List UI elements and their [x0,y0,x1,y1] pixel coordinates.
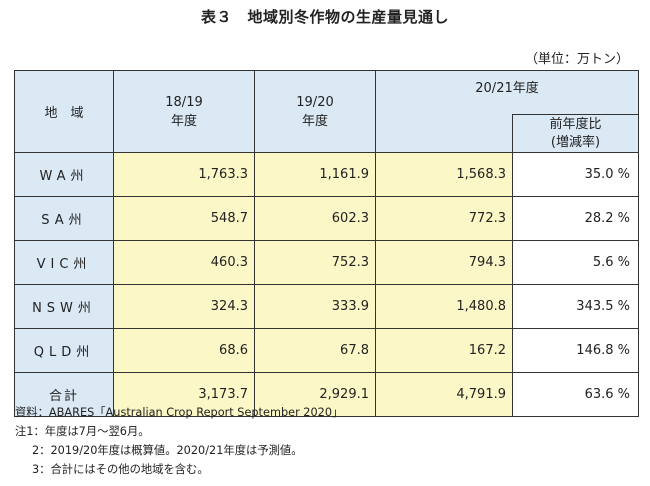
unit-label: （単位：万トン） [524,52,629,67]
header-1819: 18/19 年度 [113,70,255,153]
header-change: 前年度比 (増減率) [512,114,639,153]
value-2021: 167.2 [375,328,513,373]
header-1819-year: 18/19 [165,94,203,110]
header-1920: 19/20 年度 [254,70,376,153]
header-2021-label: 20/21年度 [475,81,539,96]
region-cell: NSW州 [14,284,114,329]
production-table: 地 域 18/19 年度 19/20 年度 20/21年度 前年度比 (増減率)… [14,70,639,417]
total-2021: 4,791.9 [375,372,513,417]
header-1819-suffix: 年度 [170,113,197,129]
value-2021: 794.3 [375,240,513,285]
total-change-rate: 63.6 % [512,372,639,417]
footnotes: 資料：ABARES「Australian Crop Report Septemb… [15,403,343,479]
table-row: VIC州 460.3 752.3 794.3 5.6 % [14,240,639,285]
value-1920: 602.3 [254,196,376,241]
value-1819: 68.6 [113,328,255,373]
total-label: 合計 [14,372,114,417]
value-1920: 333.9 [254,284,376,329]
note-1: 注1：年度は7月～翌6月。 [15,425,150,438]
table-title: 表３ 地域別冬作物の生産量見通し [200,8,449,26]
value-1819: 460.3 [113,240,255,285]
table-row-total: 合計 3,173.7 2,929.1 4,791.9 63.6 % [14,372,639,417]
note-3: 3：合計にはその他の地域を含む。 [32,463,209,476]
change-rate: 28.2 % [512,196,639,241]
region-cell: SA州 [14,196,114,241]
header-1920-year: 19/20 [296,94,334,110]
change-rate: 146.8 % [512,328,639,373]
table-row: SA州 548.7 602.3 772.3 28.2 % [14,196,639,241]
total-1920: 2,929.1 [254,372,376,417]
table-row: WA州 1,763.3 1,161.9 1,568.3 35.0 % [14,152,639,197]
header-2021-spacer [375,114,513,153]
header-1920-suffix: 年度 [301,113,328,129]
value-1819: 548.7 [113,196,255,241]
value-1920: 1,161.9 [254,152,376,197]
change-rate: 5.6 % [512,240,639,285]
header-region: 地 域 [14,70,114,153]
value-1819: 1,763.3 [113,152,255,197]
region-cell: VIC州 [14,240,114,285]
note-2: 2：2019/20年度は概算値。2020/21年度は予測値。 [32,444,303,457]
value-2021: 772.3 [375,196,513,241]
region-cell: WA州 [14,152,114,197]
value-2021: 1,480.8 [375,284,513,329]
change-rate: 343.5 % [512,284,639,329]
value-1920: 67.8 [254,328,376,373]
header-2021: 20/21年度 [375,70,639,115]
table-row: QLD州 68.6 67.8 167.2 146.8 % [14,328,639,373]
header-change-title: 前年度比 [549,116,602,132]
source-note: 資料：ABARES「Australian Crop Report Septemb… [15,406,344,419]
change-rate: 35.0 % [512,152,639,197]
value-1920: 752.3 [254,240,376,285]
region-cell: QLD州 [14,328,114,373]
header-region-label: 地 域 [44,106,84,121]
value-2021: 1,568.3 [375,152,513,197]
header-change-sub: (増減率) [550,134,601,150]
value-1819: 324.3 [113,284,255,329]
table-row: NSW州 324.3 333.9 1,480.8 343.5 % [14,284,639,329]
